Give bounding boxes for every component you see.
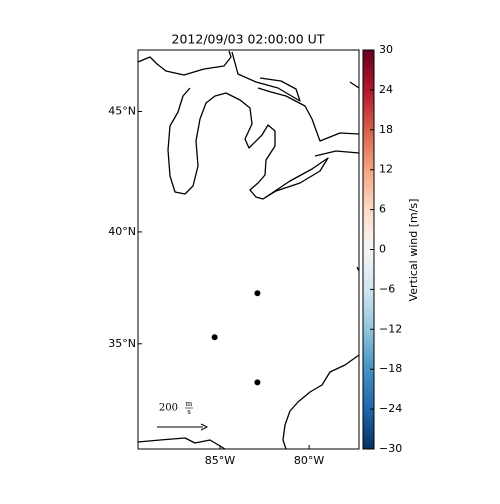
key-label: 200 <box>159 403 178 414</box>
y-tick-label: 40°N <box>108 225 136 238</box>
chart-title: 2012/09/03 02:00:00 UT <box>172 32 325 47</box>
colorbar-tick-label: 12 <box>379 163 393 176</box>
colorbar-tick-label: −18 <box>379 362 402 375</box>
y-tick-label: 45°N <box>108 105 136 118</box>
station-point <box>254 379 261 386</box>
y-tick-label: 35°N <box>108 337 136 350</box>
key-unit-num: m <box>186 400 193 408</box>
station-point <box>254 290 261 297</box>
colorbar-tick-label: 30 <box>379 43 393 56</box>
quiver-key: 200 m s <box>157 400 209 431</box>
key-arrow-head <box>200 423 209 431</box>
x-tick-label: 80°W <box>294 454 324 467</box>
coastlines <box>137 50 360 450</box>
colorbar-tick-label: 0 <box>379 243 386 256</box>
colorbar-label: Vertical wind [m/s] <box>407 199 420 302</box>
colorbar-tick-label: 18 <box>379 123 393 136</box>
map-frame <box>137 49 360 450</box>
colorbar-tick-label: −24 <box>379 402 402 415</box>
colorbar-tick-label: −12 <box>379 322 402 335</box>
colorbar-tick-label: 24 <box>379 83 393 96</box>
colorbar-tick-label: 6 <box>379 203 386 216</box>
station-point <box>211 334 218 341</box>
colorbar-tick-label: −6 <box>379 282 395 295</box>
x-tick-label: 85°W <box>205 454 235 467</box>
colorbar-tick-label: −30 <box>379 442 402 455</box>
key-unit-den: s <box>187 408 191 416</box>
